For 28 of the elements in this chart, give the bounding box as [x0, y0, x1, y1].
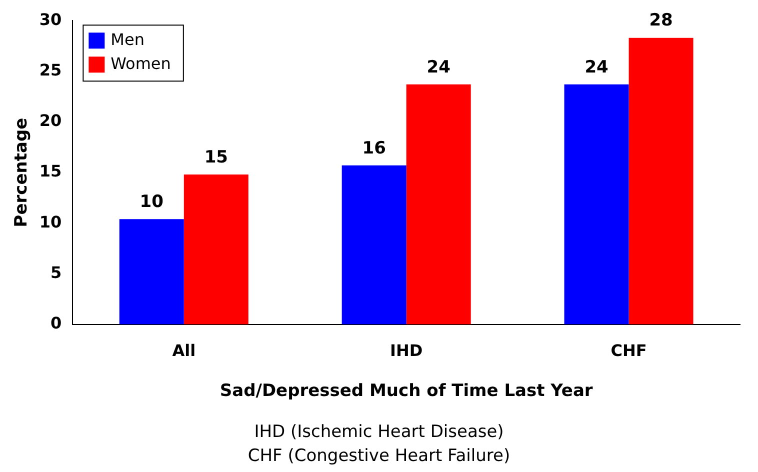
y-axis-title: Percentage [12, 118, 32, 228]
y-tick-label: 20 [39, 111, 62, 130]
data-label: 24 [426, 57, 451, 78]
data-label: 16 [362, 138, 386, 158]
bar [342, 165, 406, 324]
data-label: 28 [649, 10, 673, 31]
bar [119, 219, 184, 324]
y-tick-label: 0 [50, 314, 62, 333]
y-tick-label: 25 [39, 60, 62, 80]
text: IHD (Ischemic Heart Disease) [253, 421, 505, 444]
y-tick-label: 30 [39, 10, 62, 29]
data-label: 24 [584, 57, 609, 78]
bar [184, 174, 248, 324]
y-tick-label: 10 [39, 212, 62, 232]
bar [628, 38, 694, 324]
bar [564, 84, 629, 324]
y-tick-label: 15 [39, 162, 62, 181]
legend-label: Men [110, 30, 144, 49]
x-tick-label: All [172, 341, 196, 360]
legend-label: Women [110, 54, 171, 73]
data-label: 15 [204, 147, 228, 168]
data-label: 10 [140, 192, 164, 212]
x-tick-label: IHD [390, 341, 423, 360]
x-tick-label: CHF [610, 341, 647, 360]
y-tick-label: 5 [50, 262, 62, 282]
bar [406, 84, 471, 324]
text: CHF (Congestive Heart Failure) [246, 445, 512, 468]
x-axis-title: Sad/Depressed Much of Time Last Year [220, 381, 594, 402]
